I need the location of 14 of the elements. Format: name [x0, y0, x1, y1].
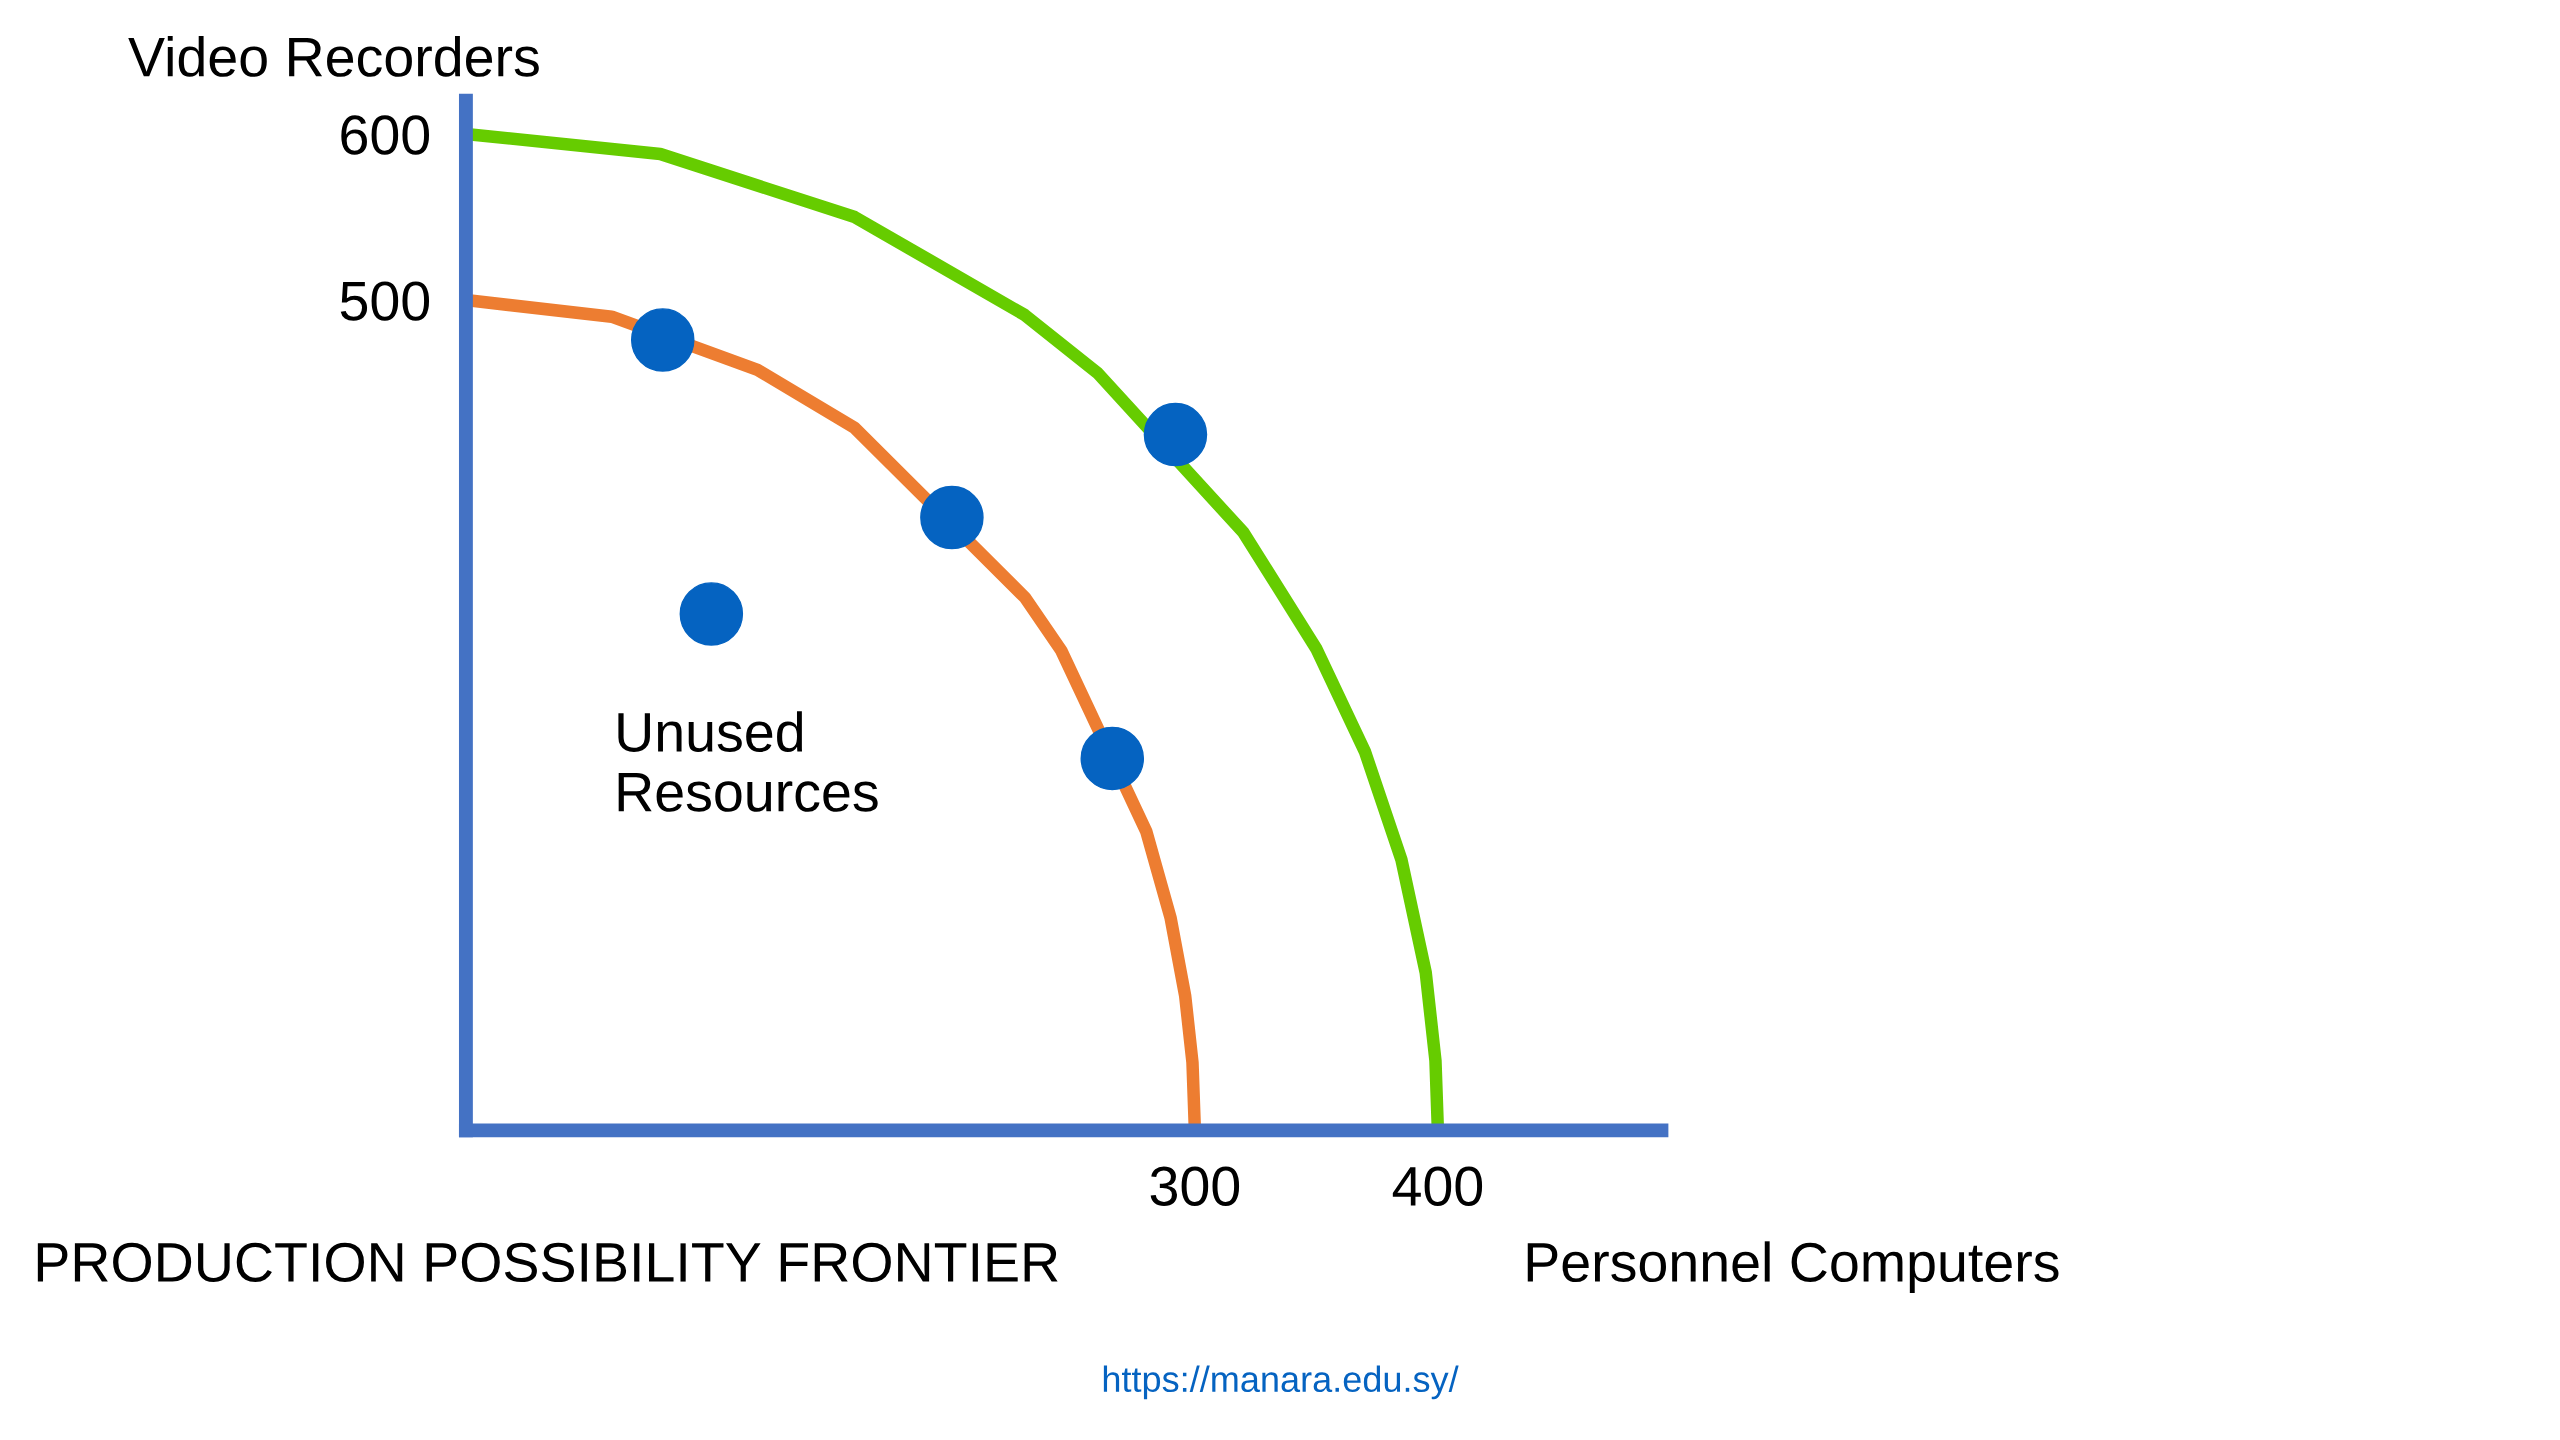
point	[920, 485, 984, 550]
point	[679, 582, 744, 646]
x-axis-title: Personnel Computers	[1527, 1241, 2059, 1294]
x-tick-label: 300	[1150, 1166, 1240, 1206]
point	[1080, 726, 1145, 791]
text: https://manara.edu.sy/	[1103, 1365, 1459, 1400]
x-tick-label: 400	[1392, 1166, 1483, 1206]
annotation: Unused Resources	[618, 711, 878, 812]
y-tick-label: 500	[340, 281, 430, 321]
y-axis-title: Video Recorders	[128, 36, 539, 77]
y-tick-label: 600	[341, 115, 430, 155]
text: PRODUCTION POSSIBILITY FRONTIER	[37, 1242, 1058, 1283]
point	[1143, 402, 1208, 467]
point	[630, 308, 695, 372]
